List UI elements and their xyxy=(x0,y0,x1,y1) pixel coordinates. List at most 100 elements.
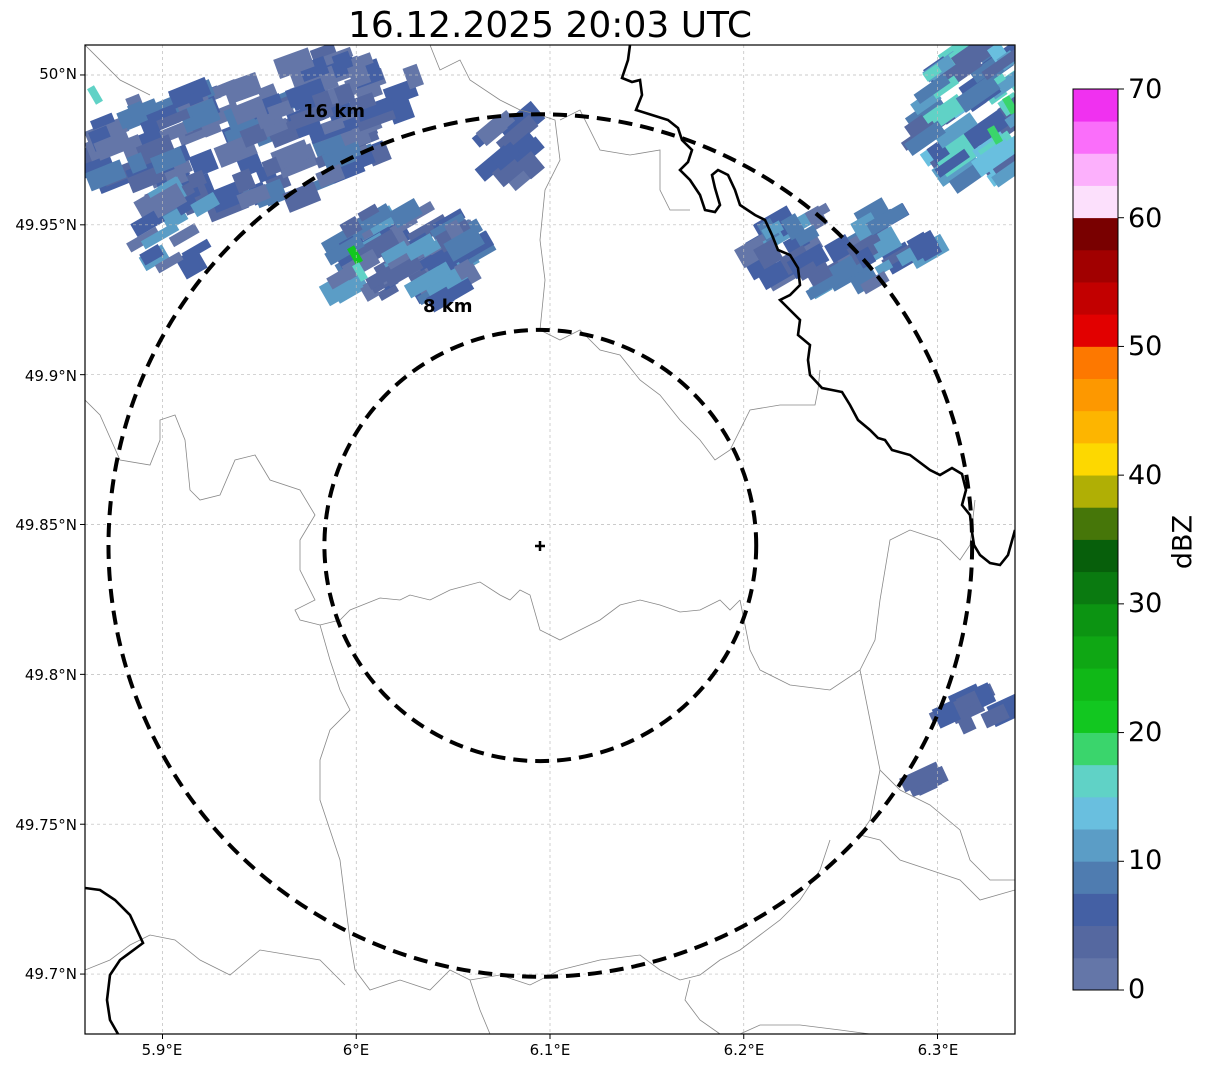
echo-cell xyxy=(130,208,166,237)
radar-echo-layer xyxy=(85,45,1015,798)
echo-cell xyxy=(186,90,204,107)
echo-cell xyxy=(847,263,880,295)
echo-cell xyxy=(331,50,353,70)
echo-cell xyxy=(186,169,207,190)
echo-cell xyxy=(794,224,820,247)
echo-cell xyxy=(126,226,161,253)
echo-cell xyxy=(490,141,521,171)
echo-cell xyxy=(934,112,978,149)
echo-cell xyxy=(963,108,1010,150)
map-title: 16.12.2025 20:03 UTC xyxy=(347,5,753,46)
colorbar-segment xyxy=(1073,410,1118,444)
colorbar-segment xyxy=(1073,861,1118,894)
echo-cell xyxy=(324,234,365,266)
echo-cell xyxy=(346,62,372,89)
echo-cell xyxy=(980,703,1010,729)
range-label-16km: 16 km xyxy=(303,101,365,122)
echo-cell xyxy=(273,47,315,79)
colorbar-segment xyxy=(1073,732,1118,766)
colorbar-segment xyxy=(1073,89,1118,122)
echo-cell xyxy=(904,120,946,157)
echo-cell xyxy=(140,221,180,250)
colorbar-segment xyxy=(1073,217,1118,251)
echo-cell xyxy=(931,75,960,99)
echo-cell xyxy=(261,156,282,177)
echo-cell xyxy=(948,163,984,194)
echo-cell xyxy=(147,182,188,219)
echo-cell xyxy=(347,245,363,265)
echo-cell xyxy=(167,76,212,109)
echo-cell xyxy=(899,761,943,793)
colorbar-segment xyxy=(1073,282,1118,315)
echo-cell xyxy=(934,148,970,178)
colorbar-tick-label: 40 xyxy=(1128,460,1163,491)
echo-cell xyxy=(828,255,861,285)
echo-cell xyxy=(236,183,271,210)
echo-cell xyxy=(377,283,400,301)
echo-cell xyxy=(222,71,263,105)
echo-cell xyxy=(928,93,968,129)
echo-cell xyxy=(339,216,363,239)
x-tick-label: 6.2°E xyxy=(723,1041,765,1059)
echo-cell xyxy=(320,109,364,135)
echo-cell xyxy=(516,150,545,180)
echo-cell xyxy=(93,130,133,161)
colorbar-segment xyxy=(1073,442,1118,476)
axis-ticks xyxy=(80,74,938,1039)
colorbar-segment xyxy=(1073,507,1118,540)
colorbar-frame xyxy=(1072,88,1119,991)
colorbar-segment xyxy=(1073,829,1118,862)
echo-cell xyxy=(850,212,881,242)
colorbar-segment xyxy=(1073,153,1118,186)
colorbar-segment xyxy=(1073,925,1118,959)
echo-cell xyxy=(388,198,423,229)
echo-cell xyxy=(443,225,485,262)
y-tick-label: 50°N xyxy=(39,65,77,83)
echo-cell xyxy=(854,246,877,269)
colorbar-segment xyxy=(1073,893,1118,927)
colorbar xyxy=(1073,88,1124,991)
colorbar-segment xyxy=(1073,796,1118,830)
echo-cell xyxy=(139,244,164,266)
y-tick-label: 49.9°N xyxy=(24,367,77,385)
colorbar-tick-label: 60 xyxy=(1128,203,1163,234)
colorbar-segment xyxy=(1073,957,1118,991)
echo-cell xyxy=(188,148,219,178)
echo-cell xyxy=(950,45,999,76)
x-tick-label: 6.1°E xyxy=(529,1041,571,1059)
echo-cell xyxy=(142,105,177,131)
echo-cell xyxy=(352,203,394,236)
colorbar-segment xyxy=(1073,636,1118,669)
echo-cell xyxy=(904,114,931,140)
echo-cell xyxy=(156,108,191,130)
echo-cell xyxy=(311,90,334,113)
colorbar-segment xyxy=(1073,121,1118,154)
echo-cell xyxy=(126,100,149,126)
echo-cell xyxy=(357,203,380,222)
colorbar-tick-label: 70 xyxy=(1128,74,1163,105)
colorbar-segment xyxy=(1073,378,1118,412)
echo-cell xyxy=(475,115,508,147)
echo-cell xyxy=(135,134,176,166)
echo-cell xyxy=(403,266,446,299)
echo-cell xyxy=(348,92,377,114)
echo-cell xyxy=(380,240,410,265)
echo-cell xyxy=(90,112,116,130)
echo-cell xyxy=(319,71,339,90)
echo-cell xyxy=(355,96,396,122)
echo-cell xyxy=(796,261,820,281)
echo-cell xyxy=(168,223,200,248)
echo-cell xyxy=(865,202,909,236)
colorbar-segment xyxy=(1073,764,1118,798)
y-tick-label: 49.85°N xyxy=(15,516,77,534)
echo-cell xyxy=(516,136,545,164)
echo-cell xyxy=(190,191,220,218)
colorbar-tick-label: 10 xyxy=(1128,845,1163,876)
echo-cell xyxy=(874,259,894,276)
echo-cell xyxy=(987,125,1003,145)
echo-cell xyxy=(495,114,539,154)
x-tick-label: 5.9°E xyxy=(141,1041,183,1059)
echo-cell xyxy=(154,251,184,274)
echo-cell xyxy=(402,63,424,90)
